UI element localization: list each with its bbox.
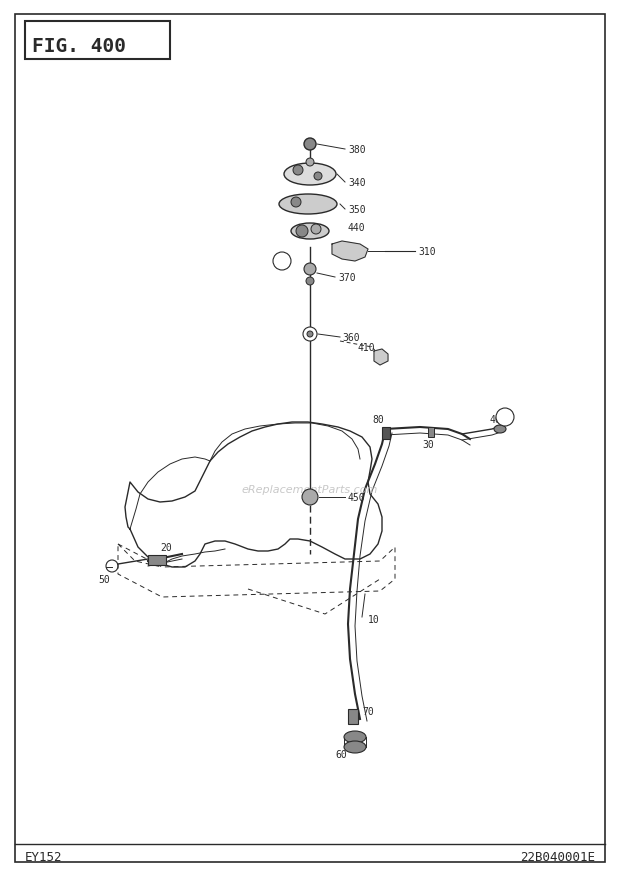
Bar — [25, 22, 170, 60]
Circle shape — [306, 159, 314, 167]
Text: A: A — [279, 257, 285, 267]
Circle shape — [311, 225, 321, 235]
Bar — [348, 709, 358, 724]
Text: 410: 410 — [358, 343, 376, 353]
Bar — [382, 427, 390, 439]
Circle shape — [314, 173, 322, 181]
Text: 440: 440 — [348, 223, 366, 232]
Text: 50: 50 — [98, 574, 110, 584]
Text: 380: 380 — [348, 145, 366, 155]
Circle shape — [302, 489, 318, 505]
Ellipse shape — [291, 224, 329, 239]
Text: 340: 340 — [348, 178, 366, 188]
Text: 10: 10 — [368, 614, 379, 624]
Circle shape — [307, 332, 313, 338]
Ellipse shape — [344, 731, 366, 743]
Text: 60: 60 — [335, 749, 347, 759]
Circle shape — [304, 264, 316, 275]
Circle shape — [291, 198, 301, 208]
Text: 450: 450 — [348, 493, 366, 503]
Text: A: A — [502, 413, 508, 422]
Circle shape — [296, 225, 308, 238]
Ellipse shape — [344, 741, 366, 753]
Text: eReplacementParts.com: eReplacementParts.com — [242, 484, 378, 495]
Text: 310: 310 — [418, 246, 436, 257]
Circle shape — [303, 328, 317, 342]
Text: 370: 370 — [338, 273, 356, 282]
Circle shape — [273, 253, 291, 271]
Ellipse shape — [279, 195, 337, 215]
Bar — [148, 555, 166, 566]
Text: 360: 360 — [342, 332, 360, 343]
Text: 40: 40 — [490, 415, 502, 424]
Ellipse shape — [284, 164, 336, 186]
Circle shape — [306, 278, 314, 286]
Text: 330: 330 — [338, 243, 356, 253]
Polygon shape — [332, 242, 368, 261]
Text: FIG. 400: FIG. 400 — [32, 38, 126, 56]
Circle shape — [293, 166, 303, 175]
Text: 70: 70 — [362, 706, 374, 717]
Circle shape — [304, 139, 316, 151]
Polygon shape — [374, 350, 388, 366]
Ellipse shape — [494, 425, 506, 433]
Text: 20: 20 — [160, 542, 172, 553]
Bar — [428, 427, 434, 438]
Text: 80: 80 — [372, 415, 384, 424]
Text: 350: 350 — [348, 204, 366, 215]
Text: EY152: EY152 — [25, 851, 63, 864]
Text: 30: 30 — [422, 439, 434, 450]
Circle shape — [496, 409, 514, 426]
Text: 22B040001E: 22B040001E — [520, 851, 595, 864]
